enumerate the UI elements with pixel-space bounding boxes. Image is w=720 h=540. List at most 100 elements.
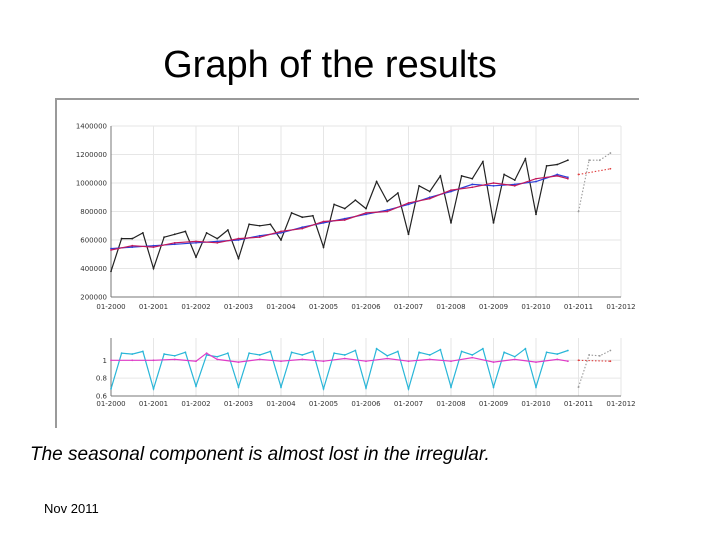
data-point xyxy=(365,212,367,214)
y-tick-label: 1 xyxy=(103,357,107,365)
x-tick-label: 01-2010 xyxy=(521,303,550,311)
data-point xyxy=(577,386,580,388)
y-tick-label: 600000 xyxy=(80,237,107,245)
data-point xyxy=(566,177,569,180)
data-point xyxy=(524,347,527,350)
y-tick-label: 1400000 xyxy=(76,123,107,131)
data-point xyxy=(609,167,612,170)
data-point xyxy=(322,360,325,363)
data-point xyxy=(407,202,410,204)
data-point xyxy=(439,348,442,351)
data-point xyxy=(386,200,389,203)
data-point xyxy=(365,360,367,363)
data-point xyxy=(386,209,389,211)
data-point xyxy=(503,173,506,176)
data-point xyxy=(343,207,346,210)
data-point xyxy=(110,359,112,362)
x-tick-label: 01-2007 xyxy=(394,400,423,408)
data-point xyxy=(173,354,176,357)
data-point xyxy=(152,359,155,362)
data-point xyxy=(513,358,516,361)
data-point xyxy=(343,354,346,356)
data-point xyxy=(173,243,176,246)
y-tick-label: 800000 xyxy=(80,208,107,216)
data-point xyxy=(556,174,559,177)
data-point xyxy=(460,174,463,177)
data-point xyxy=(269,350,272,353)
data-point xyxy=(492,222,495,224)
data-point xyxy=(141,350,144,353)
data-point xyxy=(216,358,219,361)
data-point xyxy=(258,234,261,237)
x-tick-label: 01-2006 xyxy=(351,400,381,408)
data-point xyxy=(598,354,601,357)
y-tick-label: 1000000 xyxy=(76,180,107,188)
data-point xyxy=(152,267,155,270)
series-line-3 xyxy=(578,359,611,362)
series-line-4 xyxy=(578,168,611,176)
y-tick-label: 1200000 xyxy=(76,151,107,159)
data-point xyxy=(290,351,293,354)
data-point xyxy=(173,233,176,236)
data-point xyxy=(396,350,399,353)
data-point xyxy=(545,351,548,354)
series-line-2 xyxy=(577,350,611,388)
data-point xyxy=(195,256,197,258)
data-point xyxy=(131,359,134,362)
data-point xyxy=(513,183,516,186)
data-point xyxy=(110,247,112,250)
x-tick-label: 01-2001 xyxy=(139,303,168,311)
data-point xyxy=(110,387,112,390)
data-point xyxy=(248,223,251,226)
data-point xyxy=(375,180,378,183)
data-point xyxy=(471,354,474,356)
series-line-2 xyxy=(110,175,569,251)
series-line-3 xyxy=(577,152,611,212)
data-point xyxy=(333,203,336,206)
data-point xyxy=(609,360,612,363)
x-tick-label: 01-2005 xyxy=(309,400,338,408)
data-point xyxy=(120,352,123,355)
data-point xyxy=(418,351,421,354)
data-point xyxy=(110,270,112,273)
data-point xyxy=(205,352,208,355)
data-point xyxy=(163,236,166,239)
data-point xyxy=(428,196,431,199)
x-tick-label: 01-2006 xyxy=(351,303,381,311)
data-point xyxy=(556,353,559,355)
data-point xyxy=(120,237,123,240)
data-point xyxy=(258,358,261,361)
y-tick-label: 200000 xyxy=(80,294,107,302)
data-point xyxy=(535,180,537,183)
x-tick-label: 01-2003 xyxy=(224,400,253,408)
slide-title: Graph of the results xyxy=(163,44,497,86)
data-point xyxy=(226,352,229,355)
data-point xyxy=(258,224,261,227)
results-chart: 01-2000 01-2001 01-2002 01-2003 01-2004 01-20… xyxy=(76,123,636,409)
x-tick-label: 01-2008 xyxy=(436,400,465,408)
data-point xyxy=(258,236,261,239)
x-tick-label: 01-2011 xyxy=(564,400,593,408)
data-point xyxy=(566,176,569,179)
data-point xyxy=(343,357,346,360)
data-point xyxy=(365,213,367,216)
data-point xyxy=(386,354,389,357)
data-point xyxy=(216,355,219,358)
data-point xyxy=(450,386,452,388)
data-point xyxy=(407,360,410,363)
data-point xyxy=(535,386,537,388)
data-point xyxy=(173,358,176,361)
data-point xyxy=(577,359,580,362)
data-point xyxy=(280,231,282,234)
data-point xyxy=(301,216,304,219)
data-point xyxy=(407,233,410,236)
data-point xyxy=(237,237,240,240)
data-point xyxy=(131,246,134,249)
data-point xyxy=(301,358,304,361)
data-point xyxy=(163,353,166,355)
data-point xyxy=(428,190,431,193)
y-tick-label: 0.8 xyxy=(96,375,107,383)
data-point xyxy=(301,226,304,229)
x-tick-label: 01-2005 xyxy=(309,303,338,311)
data-point xyxy=(492,182,495,184)
